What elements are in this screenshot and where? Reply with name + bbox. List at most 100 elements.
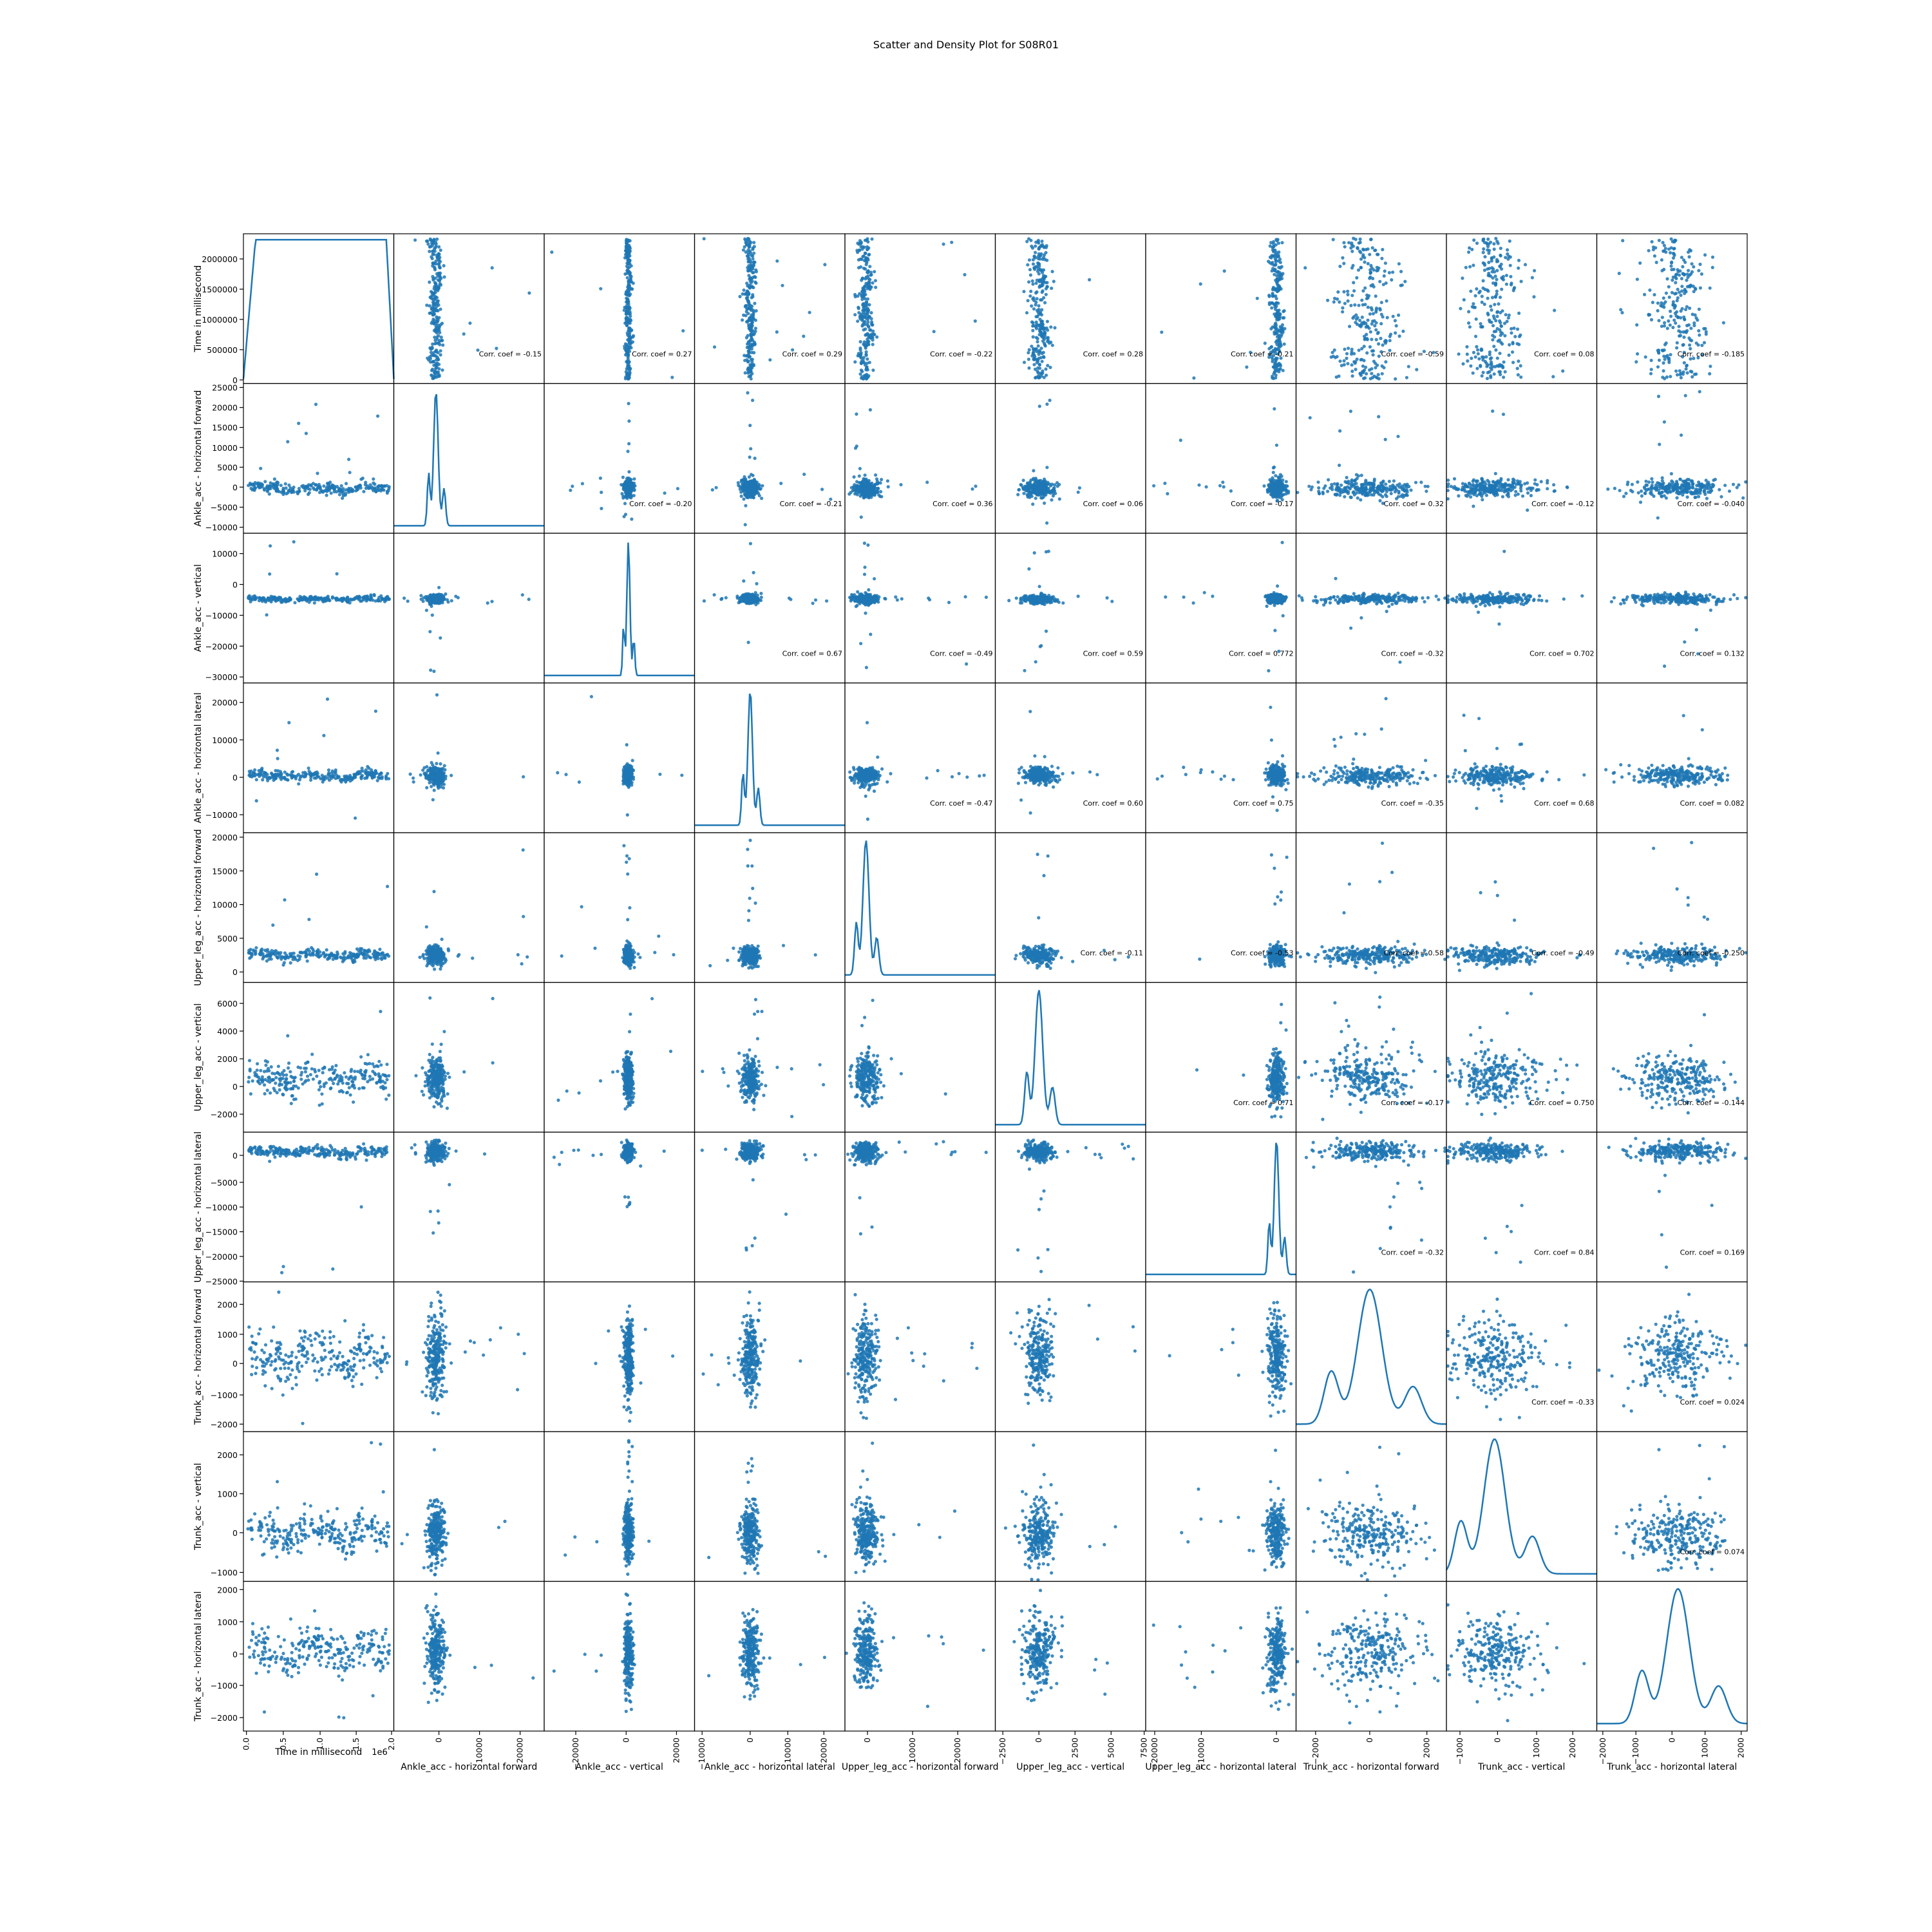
scatter-point (753, 301, 757, 305)
scatter-point (1160, 330, 1164, 334)
scatter-point (1027, 357, 1030, 361)
scatter-point (1027, 348, 1031, 352)
scatter-point (1351, 316, 1355, 320)
scatter-point (1662, 348, 1666, 352)
scatter-point (1403, 279, 1407, 283)
scatter-point (741, 248, 745, 252)
scatter-point (1031, 335, 1035, 339)
scatter-point (1278, 477, 1282, 480)
scatter-point (1045, 521, 1049, 525)
scatter-point (628, 495, 632, 499)
scatter-point (1197, 483, 1201, 487)
scatter-point (550, 250, 554, 254)
scatter-point (1331, 238, 1335, 242)
scatter-point (280, 600, 284, 604)
scatter-point (1038, 329, 1042, 334)
scatter-point (1332, 300, 1336, 304)
scatter-point (1370, 349, 1374, 353)
scatter-point (1457, 352, 1461, 356)
scatter-point (1048, 365, 1052, 370)
cell-frame (1596, 383, 1748, 534)
scatter-point (1359, 482, 1363, 487)
scatter-point (738, 294, 742, 299)
scatter-point (1365, 491, 1368, 495)
scatter-point (1552, 489, 1556, 493)
scatter-point (747, 325, 751, 328)
scatter-point (1709, 489, 1712, 493)
scatter-point (1414, 480, 1418, 484)
scatter-point (627, 341, 632, 345)
scatter-point (1462, 298, 1466, 302)
scatter-point (1515, 342, 1519, 346)
scatter-point (1697, 269, 1701, 272)
scatter-point (1359, 358, 1363, 362)
scatter-point (1656, 301, 1660, 305)
scatter-point (1503, 334, 1507, 337)
scatter-point (1278, 260, 1282, 265)
scatter-point (308, 598, 312, 602)
scatter-point (1669, 375, 1672, 379)
scatter-point (1676, 287, 1680, 291)
scatter-point (1475, 366, 1479, 370)
scatter-point (1034, 291, 1038, 295)
scatter-point (1687, 273, 1692, 277)
scatter-point (1401, 329, 1405, 333)
scatter-point (745, 482, 749, 486)
scatter-point (1037, 241, 1041, 245)
scatter-point (435, 331, 439, 335)
cell-2-3 (544, 383, 696, 534)
scatter-point (748, 424, 752, 428)
scatter-points (1152, 407, 1291, 503)
scatter-point (1561, 369, 1565, 373)
density-curve (242, 239, 395, 379)
cell-frame (844, 383, 996, 534)
scatter-point (1664, 341, 1668, 345)
scatter-point (1032, 266, 1036, 270)
scatter-point (1480, 478, 1484, 482)
scatter-point (437, 252, 441, 256)
scatter-point (1274, 297, 1278, 301)
scatter-point (1506, 248, 1510, 252)
scatter-point (1661, 241, 1665, 245)
scatter-point (1664, 496, 1668, 500)
scatter-point (1502, 321, 1507, 325)
scatter-point (1502, 360, 1506, 364)
scatter-point (1675, 346, 1679, 350)
scatter-point (1660, 269, 1664, 272)
scatter-point (1274, 486, 1278, 489)
scatter-point (710, 488, 714, 492)
scatter-point (1088, 278, 1092, 281)
scatter-point (1359, 498, 1363, 502)
scatter-point (437, 326, 441, 330)
scatter-point (1368, 252, 1372, 256)
scatter-point (1648, 313, 1652, 317)
scatter-point (1044, 367, 1048, 371)
scatter-point (1490, 368, 1493, 372)
scatter-point (1342, 241, 1346, 245)
scatter-point (1708, 372, 1712, 376)
scatter-point (1353, 303, 1357, 307)
scatter-point (1699, 482, 1703, 487)
scatter-point (1368, 490, 1372, 494)
scatter-point (1646, 488, 1650, 491)
scatter-point (632, 477, 636, 481)
scatter-point (739, 494, 743, 498)
scatter-point (1270, 301, 1274, 305)
scatter-point (874, 473, 878, 477)
scatter-point (1371, 276, 1375, 281)
scatter-point (1361, 248, 1365, 252)
scatter-point (1662, 420, 1666, 424)
scatter-point (1465, 352, 1469, 356)
scatter-point (1687, 482, 1691, 486)
scatter-point (430, 373, 433, 377)
scatter-point (434, 350, 438, 354)
scatter-point (1649, 491, 1653, 495)
scatter-point (862, 360, 866, 364)
scatter-point (1271, 482, 1274, 486)
scatter-point (1700, 272, 1703, 276)
scatter-point (1374, 375, 1378, 379)
scatter-point (741, 318, 744, 322)
scatter-point (752, 477, 756, 482)
scatter-point (1479, 322, 1482, 326)
scatter-point (1271, 292, 1274, 296)
